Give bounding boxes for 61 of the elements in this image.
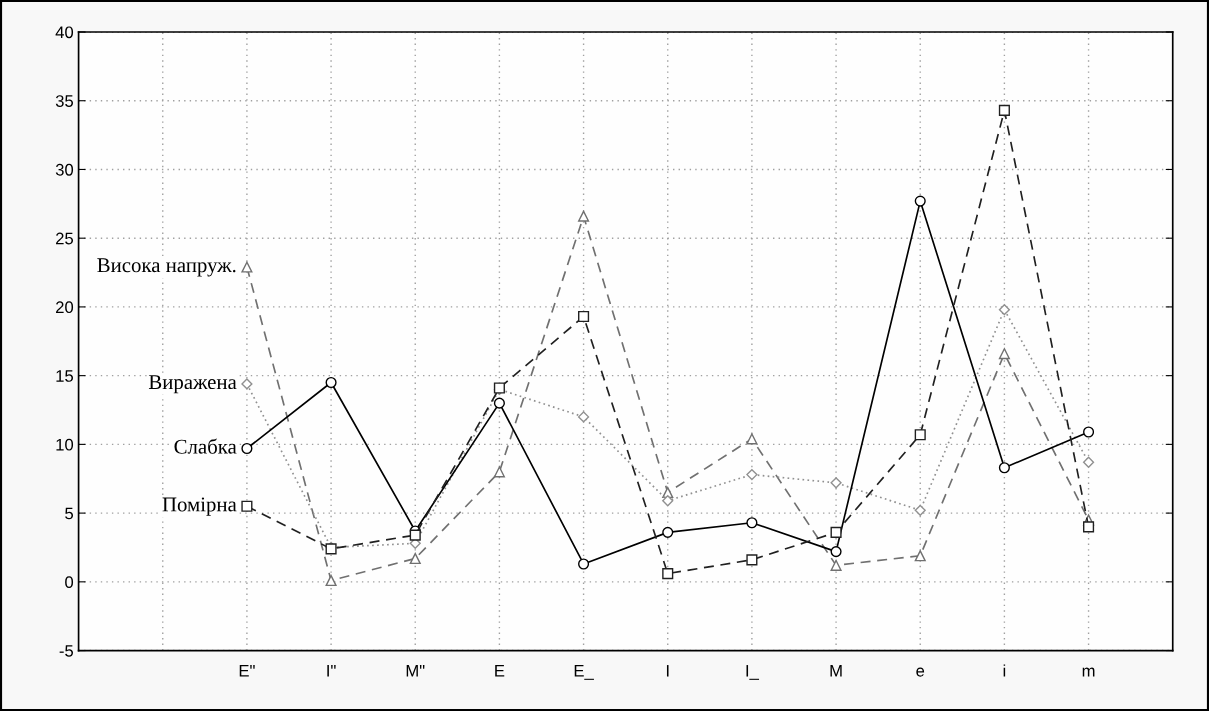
x-tick-label: E" [239, 665, 255, 677]
series-label: Висока напруж. [97, 258, 236, 277]
point [325, 574, 337, 587]
point [493, 466, 505, 478]
point [578, 210, 590, 222]
series-label: Виражена [148, 375, 237, 394]
x-tick-label: I_ [746, 665, 760, 680]
y-tick-label: 10 [56, 438, 74, 451]
x-tick-label: E_ [574, 665, 594, 680]
point [1082, 456, 1095, 468]
point [998, 104, 1010, 116]
y-tick-label: 40 [55, 26, 74, 39]
point [409, 552, 421, 565]
point [914, 504, 926, 516]
series-label: Слабка [174, 438, 237, 454]
point [998, 348, 1010, 360]
point [830, 559, 842, 571]
point [746, 433, 758, 445]
x-tick-label: M [830, 665, 842, 677]
point [662, 568, 674, 580]
point [578, 558, 590, 570]
x-tick-label: E [495, 665, 505, 677]
point [662, 495, 674, 507]
y-tick-label: 20 [56, 301, 74, 314]
point [998, 462, 1010, 474]
y-tick-label: 30 [55, 163, 74, 176]
point [577, 411, 590, 423]
point [746, 469, 758, 481]
series-label: Помірна [162, 497, 237, 516]
point [493, 397, 505, 409]
point [998, 304, 1011, 316]
point [241, 261, 253, 273]
y-tick-label: 15 [56, 370, 74, 382]
x-tick-label: i [1003, 664, 1006, 677]
point [409, 529, 421, 541]
point [241, 500, 253, 512]
y-tick-label: 25 [56, 232, 74, 245]
point [662, 526, 674, 538]
point [325, 376, 337, 389]
x-tick-label: e [916, 667, 925, 677]
point [578, 310, 590, 323]
point [746, 554, 758, 566]
point [914, 195, 926, 207]
point [241, 442, 253, 455]
x-tick-label: M" [406, 665, 425, 677]
point [914, 429, 926, 441]
y-tick-label: 0 [65, 576, 74, 589]
point [746, 517, 758, 529]
y-tick-label: -5 [59, 645, 74, 657]
point [1083, 426, 1095, 438]
x-tick-label: I [666, 665, 669, 677]
x-tick-label: m [1082, 667, 1095, 677]
y-tick-label: 35 [55, 95, 74, 107]
point [830, 477, 842, 489]
x-tick-label: I" [327, 665, 336, 677]
y-tick-label: 5 [65, 507, 74, 520]
point [241, 378, 253, 390]
point [914, 550, 926, 562]
point [830, 526, 842, 538]
point [1083, 521, 1095, 533]
point [830, 546, 842, 558]
